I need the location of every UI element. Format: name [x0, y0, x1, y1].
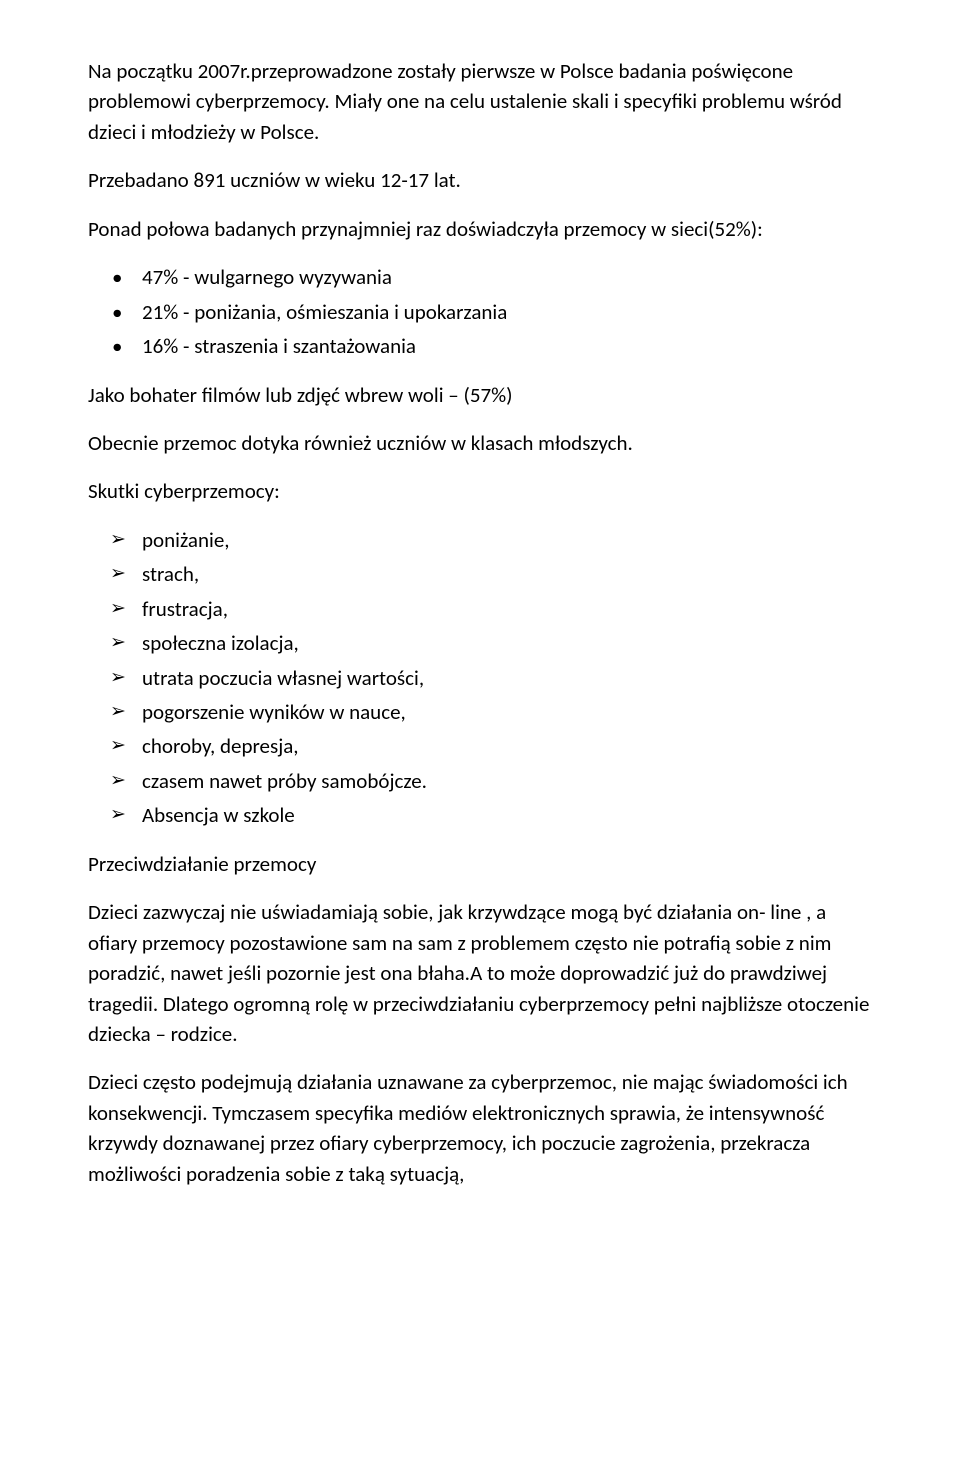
list-item: Absencja w szkole: [142, 800, 872, 830]
paragraph-intro: Na początku 2007r.przeprowadzone zostały…: [88, 56, 872, 147]
paragraph-finding-violence: Ponad połowa badanych przynajmniej raz d…: [88, 214, 872, 244]
list-item: strach,: [142, 559, 872, 589]
list-item: 47% - wulgarnego wyzywania: [142, 262, 872, 292]
paragraph-effects-heading: Skutki cyberprzemocy:: [88, 476, 872, 506]
list-item: pogorszenie wyników w nauce,: [142, 697, 872, 727]
paragraph-prevention-body2: Dzieci często podejmują działania uznawa…: [88, 1067, 872, 1189]
effects-list: poniżanie, strach, frustracja, społeczna…: [88, 525, 872, 831]
paragraph-sample: Przebadano 891 uczniów w wieku 12-17 lat…: [88, 165, 872, 195]
paragraph-prevention-body1: Dzieci zazwyczaj nie uświadamiają sobie,…: [88, 897, 872, 1049]
paragraph-younger: Obecnie przemoc dotyka również uczniów w…: [88, 428, 872, 458]
list-item: utrata poczucia własnej wartości,: [142, 663, 872, 693]
list-item: społeczna izolacja,: [142, 628, 872, 658]
paragraph-finding-media: Jako bohater filmów lub zdjęć wbrew woli…: [88, 380, 872, 410]
list-item: 16% - straszenia i szantażowania: [142, 331, 872, 361]
list-item: choroby, depresja,: [142, 731, 872, 761]
list-item: poniżanie,: [142, 525, 872, 555]
paragraph-prevention-heading: Przeciwdziałanie przemocy: [88, 849, 872, 879]
list-item: 21% - poniżania, ośmieszania i upokarzan…: [142, 297, 872, 327]
list-item: czasem nawet próby samobójcze.: [142, 766, 872, 796]
stats-list: 47% - wulgarnego wyzywania 21% - poniżan…: [88, 262, 872, 361]
list-item: frustracja,: [142, 594, 872, 624]
